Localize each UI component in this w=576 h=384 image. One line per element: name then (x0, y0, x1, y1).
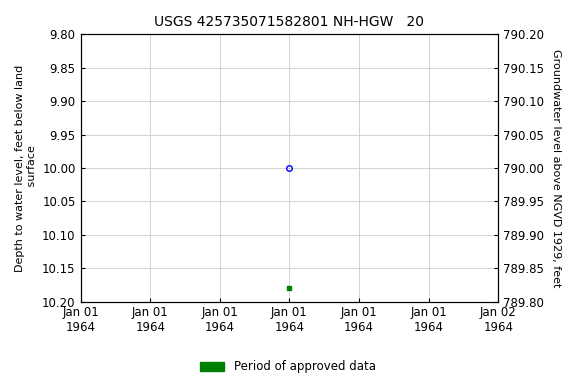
Y-axis label: Groundwater level above NGVD 1929, feet: Groundwater level above NGVD 1929, feet (551, 49, 561, 287)
Title: USGS 425735071582801 NH-HGW   20: USGS 425735071582801 NH-HGW 20 (154, 15, 425, 29)
Y-axis label: Depth to water level, feet below land
 surface: Depth to water level, feet below land su… (15, 65, 37, 271)
Legend: Period of approved data: Period of approved data (196, 356, 380, 378)
